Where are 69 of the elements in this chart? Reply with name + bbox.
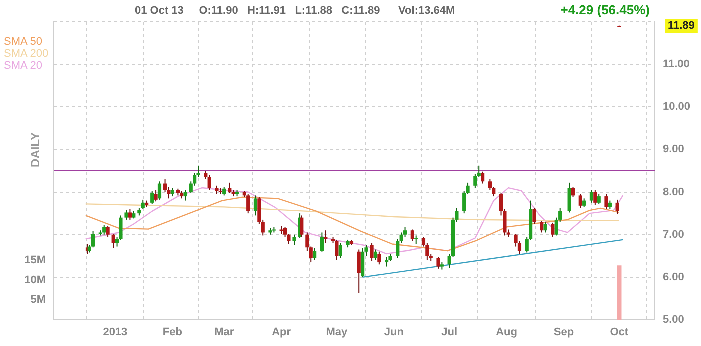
candlestick: [320, 232, 324, 252]
x-tick-label: Oct: [610, 326, 629, 339]
candlestick: [313, 248, 317, 261]
text: SMA 200: [4, 48, 49, 60]
candlestick: [154, 190, 158, 202]
candlestick: [292, 234, 296, 246]
candlestick: [481, 171, 485, 184]
candlestick: [184, 190, 188, 202]
candlestick: [124, 210, 128, 220]
text: +4.29 (56.45%): [560, 2, 650, 18]
text: 01 Oct 13 O:11.90 H:11.91 L:11.88 C:11.89 Vol:13.64M: [135, 5, 456, 18]
candlestick: [324, 230, 328, 244]
x-tick-label: Apr: [272, 326, 292, 339]
candlestick: [141, 199, 145, 210]
candlestick: [571, 186, 576, 198]
candlestick: [374, 249, 378, 261]
candlestick: [436, 256, 440, 270]
text: SMA 50: [4, 36, 43, 48]
x-tick-label: May: [326, 326, 349, 339]
candlestick: [616, 199, 620, 215]
candlestick: [597, 194, 601, 205]
x-tick-label: Jun: [384, 326, 404, 339]
y-tick-label: 5.00: [663, 314, 684, 326]
x-tick-label: 2013: [103, 326, 128, 339]
candlestick: [91, 230, 96, 248]
candlestick: [106, 226, 110, 238]
candlestick: [228, 182, 232, 194]
candlestick: [112, 234, 116, 249]
candlestick: [128, 208, 132, 220]
candlestick: [590, 190, 594, 204]
candlestick: [551, 222, 555, 238]
candlestick: [540, 220, 544, 234]
candlestick: [246, 194, 250, 214]
y-tick-label: 8.00: [663, 186, 684, 198]
candlestick: [604, 194, 608, 210]
y-tick-label: 9.00: [663, 144, 684, 156]
y2-tick-label: 15M: [24, 254, 46, 266]
x-tick-label: Mar: [214, 326, 235, 339]
candlestick: [385, 256, 389, 268]
text: DAILY: [28, 132, 42, 168]
candlestick: [254, 195, 258, 216]
candlestick: [357, 249, 361, 294]
candlestick: [338, 242, 342, 259]
x-tick-label: Sep: [554, 326, 574, 339]
candlestick: [378, 251, 382, 266]
candlestick: [208, 174, 212, 191]
candlestick: [102, 224, 106, 236]
y-tick-label: 6.00: [663, 271, 684, 284]
text: SMA 20: [4, 60, 43, 72]
y2-tick-label: 5M: [30, 294, 46, 306]
candlestick: [568, 182, 572, 214]
candlestick: [335, 239, 339, 261]
candlestick: [300, 215, 304, 238]
candlestick: [370, 242, 374, 262]
text: 11.89: [668, 20, 695, 32]
candlestick: [150, 190, 154, 205]
x-tick-label: Jul: [442, 326, 458, 339]
x-tick-label: Aug: [496, 326, 518, 339]
x-tick-label: Feb: [162, 326, 183, 339]
y-tick-label: 11.00: [663, 58, 690, 71]
candlestick: [578, 194, 582, 209]
candlestick: [594, 190, 598, 206]
candlestick: [158, 181, 162, 200]
y-tick-label: 10.00: [663, 101, 691, 114]
candlestick: [544, 222, 548, 234]
candlestick: [410, 229, 414, 242]
y-tick-label: 7.00: [663, 228, 684, 241]
candlestick: [532, 208, 536, 225]
y2-tick-label: 10M: [24, 274, 46, 286]
